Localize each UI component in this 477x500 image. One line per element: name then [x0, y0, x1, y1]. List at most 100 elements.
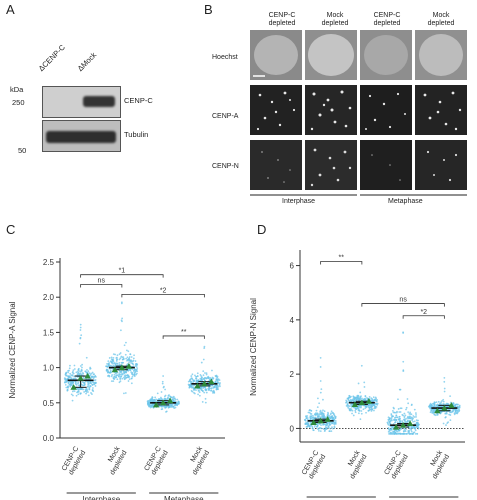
data-point	[323, 410, 326, 413]
data-point	[191, 390, 194, 393]
data-point	[306, 423, 308, 425]
data-point	[80, 370, 83, 373]
data-point	[398, 417, 401, 420]
data-point	[177, 400, 180, 403]
data-point	[316, 423, 319, 426]
data-point	[85, 356, 88, 359]
data-point	[319, 380, 322, 382]
data-point	[89, 373, 92, 376]
data-point	[323, 423, 326, 426]
data-point	[89, 385, 92, 387]
data-point	[417, 427, 420, 430]
sig-bracket	[361, 303, 445, 307]
data-point	[321, 412, 324, 415]
data-point	[396, 421, 399, 424]
data-point	[161, 382, 164, 385]
data-point	[403, 428, 406, 430]
data-point	[432, 409, 435, 412]
data-point	[199, 379, 202, 382]
data-point	[127, 350, 130, 353]
data-point	[81, 363, 84, 366]
data-point	[112, 364, 115, 367]
data-point	[402, 332, 405, 334]
data-point	[395, 411, 398, 414]
data-point	[387, 430, 390, 433]
data-point	[430, 405, 433, 408]
data-point	[323, 415, 326, 418]
sig-bracket	[121, 293, 205, 298]
data-point	[415, 422, 418, 425]
data-point	[218, 383, 221, 386]
data-point	[313, 425, 316, 428]
data-point	[443, 390, 446, 393]
data-point	[433, 405, 436, 408]
data-point	[71, 390, 74, 393]
data-point	[364, 395, 367, 397]
data-point	[345, 399, 348, 402]
data-point	[107, 360, 110, 363]
data-point	[113, 361, 115, 364]
data-point	[204, 386, 207, 389]
y-tick-label: 6	[290, 262, 295, 271]
data-point	[85, 392, 87, 395]
data-point	[171, 396, 173, 399]
data-point	[412, 415, 415, 417]
data-point	[333, 423, 336, 426]
cenpa-foci	[256, 90, 462, 131]
replicate-mean	[125, 362, 133, 369]
x-tick-label: Mockdepleted	[425, 449, 452, 480]
blot-cenpc	[42, 86, 121, 118]
data-point	[127, 374, 130, 377]
data-point	[77, 369, 80, 372]
data-point	[317, 427, 320, 430]
data-point	[348, 396, 351, 399]
data-point	[113, 373, 116, 376]
data-point	[434, 414, 437, 417]
data-point	[320, 413, 322, 416]
data-point	[309, 415, 312, 418]
data-point	[93, 376, 96, 379]
data-point	[87, 381, 89, 384]
data-point	[332, 418, 335, 421]
data-point	[376, 398, 378, 401]
replicate-mean	[159, 399, 167, 406]
data-point	[172, 405, 175, 408]
data-point	[441, 400, 443, 402]
data-point	[201, 387, 203, 389]
data-point	[78, 342, 81, 345]
data-point	[317, 429, 320, 432]
data-point	[208, 387, 211, 389]
data-point	[200, 361, 203, 364]
data-point	[457, 407, 459, 410]
data-point	[320, 388, 323, 391]
data-point	[79, 337, 82, 340]
x-tick-label: CENP-Cdepleted	[143, 445, 169, 476]
data-point	[160, 391, 163, 393]
data-point	[405, 408, 407, 411]
data-point	[412, 417, 414, 420]
data-point	[71, 374, 74, 377]
data-point	[119, 329, 122, 332]
data-point	[390, 425, 393, 428]
data-point	[106, 375, 109, 377]
sig-label: **	[339, 255, 345, 262]
data-point	[319, 409, 322, 412]
data-point	[319, 426, 321, 429]
data-point	[404, 430, 407, 433]
data-point	[81, 374, 84, 376]
data-point	[112, 356, 115, 359]
data-point	[211, 376, 214, 379]
data-point	[64, 383, 67, 386]
row-label-cenpn: CENP-N	[212, 163, 239, 170]
x-tick-label: Mockdepleted	[185, 445, 212, 476]
data-point	[162, 405, 165, 407]
data-point	[78, 390, 80, 393]
data-point	[136, 370, 139, 373]
data-point	[349, 407, 352, 410]
data-point	[402, 430, 405, 432]
tubulin-band	[46, 131, 116, 143]
data-point	[362, 408, 365, 411]
sig-label: ns	[98, 278, 106, 285]
data-point	[130, 372, 133, 375]
data-point	[405, 417, 407, 420]
